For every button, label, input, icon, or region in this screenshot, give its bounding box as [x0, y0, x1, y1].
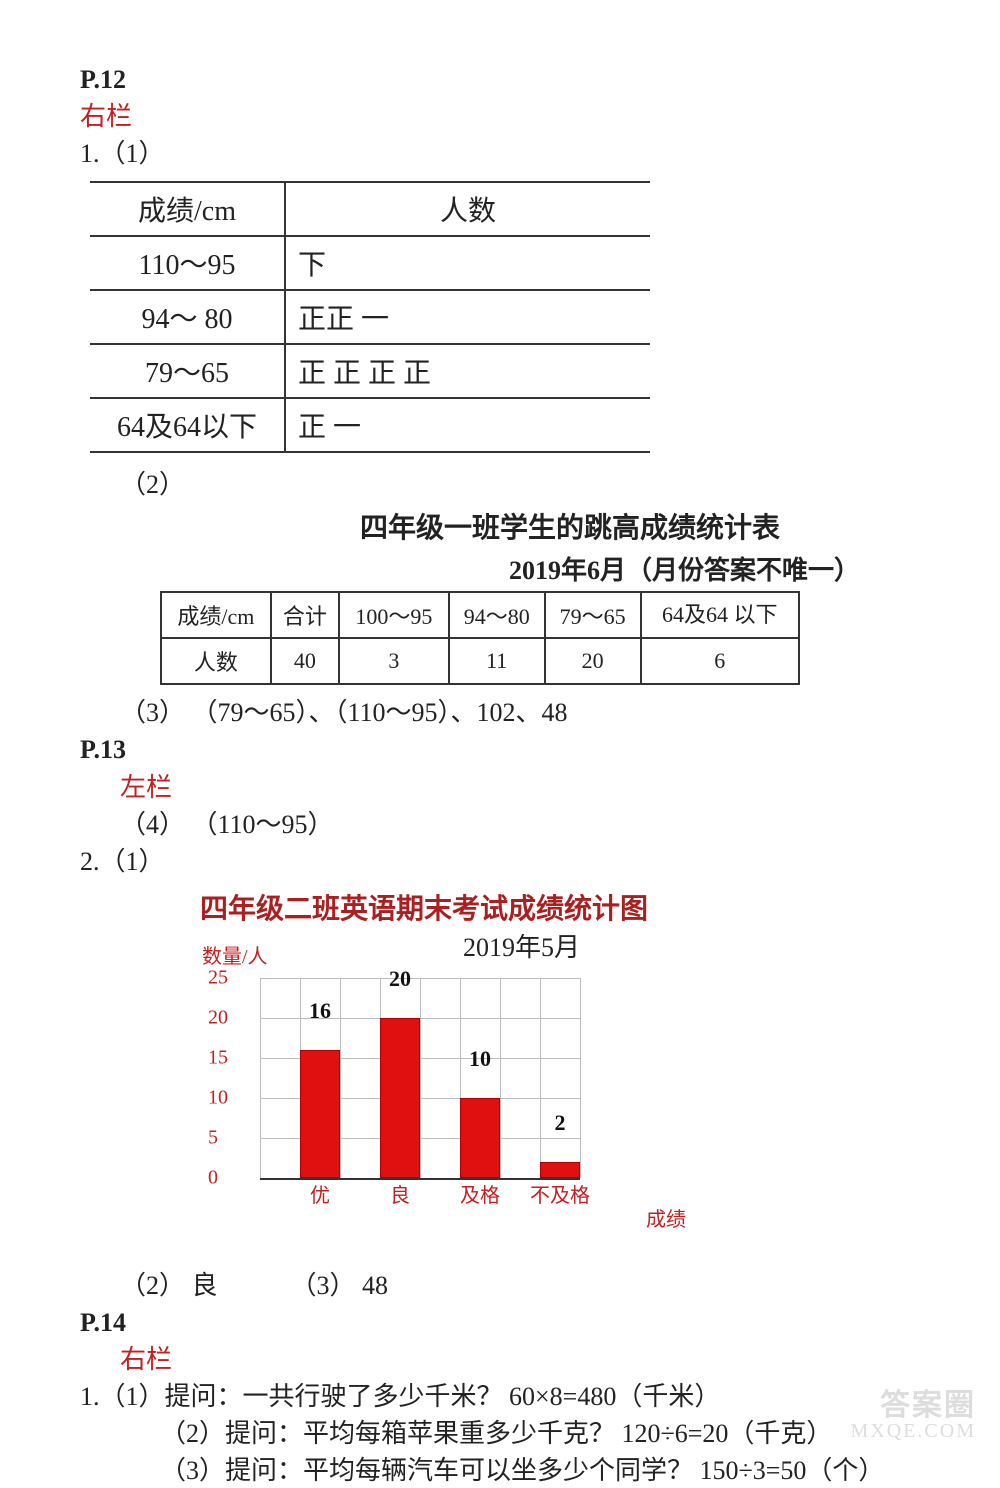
p13-q4: （4） （110～95） — [80, 807, 920, 842]
p12-section: 右栏 — [80, 99, 920, 134]
t1-h1: 成绩/cm — [90, 182, 285, 236]
bar-value-label: 10 — [460, 1046, 500, 1072]
t1v: 下 — [285, 236, 650, 290]
x-category-label: 及格 — [450, 1179, 510, 1208]
p14-line3: （3）提问：平均每辆汽车可以坐多少个同学？ 150÷3=50（个） — [80, 1453, 920, 1488]
t1c: 94～ 80 — [90, 290, 285, 344]
watermark: 答案圈 MXQE.COM — [851, 1390, 976, 1443]
t2c: 人数 — [161, 638, 271, 684]
t1c: 64及64以下 — [90, 398, 285, 452]
t2h: 成绩/cm — [161, 592, 271, 638]
ytick: 10 — [208, 1086, 228, 1109]
t1c: 79～65 — [90, 344, 285, 398]
table-row: 110～95 下 — [90, 236, 650, 290]
bar-chart: 数量/人 成绩 25 20 15 10 5 0 16优20良10及格2不及格 — [200, 968, 630, 1228]
ytick: 15 — [208, 1046, 228, 1069]
t1v: 正正 一 — [285, 290, 650, 344]
p12-heading: P.12 — [80, 62, 920, 97]
p14-section: 右栏 — [80, 1342, 920, 1377]
watermark-line2: MXQE.COM — [851, 1421, 976, 1442]
table-row: 94～ 80 正正 一 — [90, 290, 650, 344]
watermark-line1: 答案圈 — [851, 1390, 976, 1422]
bar-value-label: 2 — [540, 1110, 580, 1136]
table-row: 人数 40 3 11 20 6 — [161, 638, 799, 684]
p13-heading: P.13 — [80, 732, 920, 767]
t2c: 11 — [449, 638, 545, 684]
bar — [540, 1162, 580, 1178]
chart-date: 2019年5月 — [80, 927, 580, 964]
table-row: 成绩/cm 合计 100～95 94～80 79～65 64及64 以下 — [161, 592, 799, 638]
bar — [460, 1098, 500, 1178]
x-category-label: 良 — [370, 1179, 430, 1208]
table-row: 79～65 正 正 正 正 — [90, 344, 650, 398]
bar-value-label: 20 — [380, 966, 420, 992]
t1c: 110～95 — [90, 236, 285, 290]
t2c: 6 — [641, 638, 799, 684]
bar — [380, 1018, 420, 1178]
table2-title: 四年级一班学生的跳高成绩统计表 — [80, 506, 920, 546]
t2c: 20 — [545, 638, 641, 684]
t2h: 94～80 — [449, 592, 545, 638]
p14-line2: （2）提问：平均每箱苹果重多少千克？ 120÷6=20（千克） — [80, 1416, 920, 1451]
x-category-label: 不及格 — [530, 1179, 590, 1208]
bar — [300, 1050, 340, 1178]
p13-answers: （2） 良 （3） 48 — [80, 1268, 920, 1303]
table-row: 64及64以下 正 一 — [90, 398, 650, 452]
table2-date: 2019年6月（月份答案不唯一） — [80, 550, 860, 587]
ytick: 5 — [208, 1126, 218, 1149]
table2: 成绩/cm 合计 100～95 94～80 79～65 64及64 以下 人数 … — [160, 591, 800, 685]
t2h: 79～65 — [545, 592, 641, 638]
table-row: 成绩/cm 人数 — [90, 182, 650, 236]
t2c: 3 — [339, 638, 449, 684]
t2c: 40 — [271, 638, 339, 684]
ytick: 20 — [208, 1006, 228, 1029]
ytick: 25 — [208, 966, 228, 989]
p13-section: 左栏 — [80, 770, 920, 805]
t2h: 100～95 — [339, 592, 449, 638]
table1: 成绩/cm 人数 110～95 下 94～ 80 正正 一 79～65 正 正 … — [90, 181, 650, 453]
p14-line1: 1.（1）提问：一共行驶了多少千米？ 60×8=480（千米） — [80, 1379, 920, 1414]
t1v: 正 正 正 正 — [285, 344, 650, 398]
p12-q2-label: （2） — [80, 467, 920, 502]
p12-q3: （3） （79～65）、（110～95）、102、48 — [80, 695, 920, 730]
chart-ylabel: 数量/人 — [202, 940, 268, 969]
p12-q1-label: 1.（1） — [80, 136, 920, 171]
p13-ans2: （2） 良 — [120, 1271, 218, 1300]
ytick: 0 — [208, 1166, 218, 1189]
bar-value-label: 16 — [300, 998, 340, 1024]
chart-plot: 16优20良10及格2不及格 — [260, 978, 580, 1180]
p13-q2-label: 2.（1） — [80, 844, 920, 879]
chart-title: 四年级二班英语期末考试成绩统计图 — [200, 887, 920, 927]
p14-heading: P.14 — [80, 1305, 920, 1340]
t2h: 64及64 以下 — [641, 592, 799, 638]
x-category-label: 优 — [290, 1179, 350, 1208]
chart-xlabel: 成绩 — [646, 1203, 686, 1232]
t1v: 正 一 — [285, 398, 650, 452]
t1-h2: 人数 — [285, 182, 650, 236]
t2h: 合计 — [271, 592, 339, 638]
p13-ans3: （3） 48 — [291, 1271, 389, 1300]
